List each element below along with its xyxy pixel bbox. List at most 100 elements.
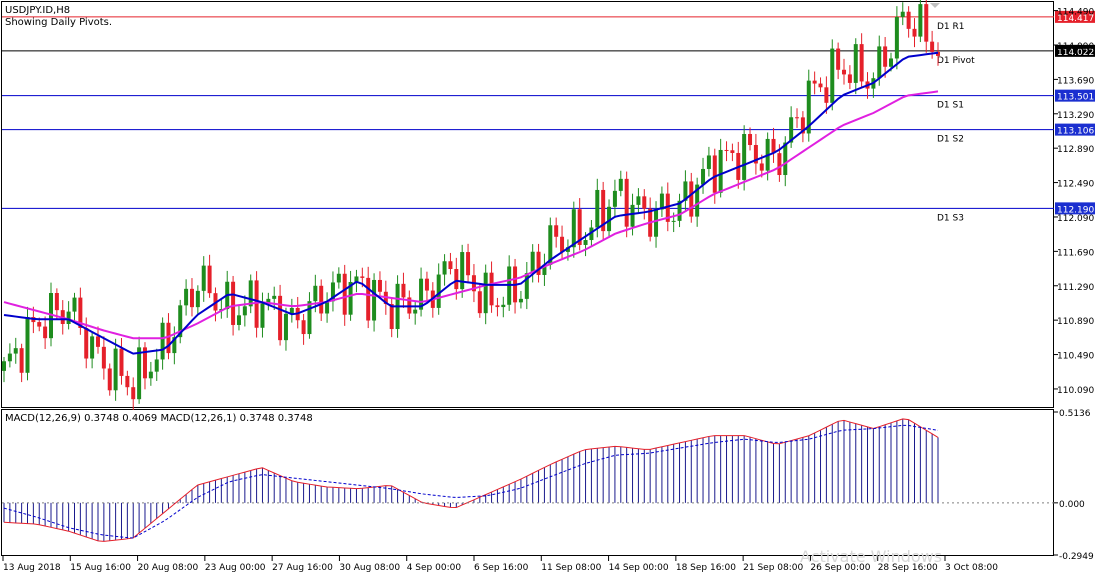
candle-body (160, 322, 165, 360)
candle-body (518, 298, 523, 303)
watermark-text: Activate Windows (800, 547, 942, 566)
time-axis: 13 Aug 2018 15 Aug 16:00 20 Aug 08:00 23 Au… (2, 556, 998, 573)
candle-body (853, 44, 858, 83)
candle-body (401, 283, 406, 298)
candle-body (178, 305, 183, 338)
price-tick-label: 113.690 (1057, 76, 1094, 86)
candle-body (689, 181, 694, 217)
candle-body (695, 184, 700, 217)
candle-body (930, 41, 935, 52)
candle-body (589, 227, 594, 241)
candle-body (565, 247, 570, 252)
candle-body (419, 278, 424, 310)
candle-body (330, 282, 335, 302)
candle-body (560, 236, 565, 252)
candle-body (894, 16, 899, 59)
candle-body (454, 269, 459, 290)
candle-body (706, 155, 711, 169)
candle-body (307, 301, 312, 335)
candle-body (842, 69, 847, 75)
candle-body (812, 80, 817, 84)
candle-body (877, 46, 882, 79)
candle-body (166, 322, 171, 354)
candle-body (742, 133, 747, 180)
ma-slow-line (3, 90, 939, 340)
price-tick-label: 113.290 (1057, 111, 1094, 121)
candle-body (195, 290, 200, 308)
candle-body (90, 336, 95, 359)
candle-body (636, 196, 641, 205)
pivot-price-badge (1055, 44, 1095, 57)
price-tick-label: 112.890 (1057, 145, 1094, 155)
candle-body (272, 295, 277, 299)
candle-body (72, 297, 77, 312)
candle-body (154, 359, 159, 372)
candle-body (101, 346, 106, 369)
time-tick-label: 28 Sep 16:00 (878, 563, 938, 573)
candle-body (78, 297, 83, 328)
macd-tick-label: 0.000 (1059, 500, 1085, 510)
pivot-price-badge (1055, 202, 1095, 215)
pivot-lines: D1 R1 114.417 D1 Pivot 114.022 D1 S1 113.501 D… (2, 10, 1095, 223)
candle-body (424, 278, 429, 291)
candle-body (659, 193, 664, 210)
candle-body (37, 322, 42, 327)
time-tick-label: 14 Sep 00:00 (609, 563, 669, 573)
candle-body (718, 149, 723, 193)
time-tick-label: 21 Sep 08:00 (743, 563, 803, 573)
candle-body (677, 200, 682, 221)
pivot-label: D1 S2 (937, 135, 964, 145)
candle-body (260, 303, 265, 328)
price-tick-label: 111.690 (1057, 248, 1094, 258)
candle-body (354, 276, 359, 282)
candle-body (125, 375, 130, 388)
moving-averages (3, 51, 939, 355)
candle-body (360, 276, 365, 278)
candle-body (278, 295, 283, 341)
candle-body (912, 28, 917, 37)
candle-body (618, 178, 623, 191)
candle-body (66, 311, 71, 324)
candle-body (806, 80, 811, 134)
candle-body (771, 138, 776, 154)
price-tick-label: 112.090 (1057, 214, 1094, 224)
candle-body (936, 51, 940, 56)
candle-body (542, 264, 547, 275)
pivot-price-label: 113.106 (1057, 127, 1094, 137)
candle-body (607, 206, 612, 232)
scroll-marker-icon[interactable] (930, 3, 940, 8)
candle-body (231, 281, 236, 325)
pivot-caption: Showing Daily Pivots. (5, 17, 112, 28)
candle-body (577, 209, 582, 245)
macd-tick-label: -0.2949 (1059, 552, 1094, 562)
candle-body (777, 153, 782, 176)
pivot-price-badge (1055, 10, 1095, 23)
candle-body (595, 189, 600, 228)
candle-body (301, 320, 306, 335)
candle-body (495, 305, 500, 308)
candle-body (366, 277, 371, 321)
candle-body (924, 4, 929, 42)
candle-body (536, 251, 541, 275)
candle-body (377, 279, 382, 292)
time-tick-label: 11 Sep 08:00 (541, 563, 601, 573)
time-tick-label: 4 Sep 00:00 (407, 563, 462, 573)
candle-body (724, 149, 729, 151)
candle-body (847, 74, 852, 83)
candle-body (184, 288, 189, 306)
time-tick-label: 27 Aug 16:00 (272, 563, 333, 573)
time-tick-label: 13 Aug 2018 (3, 563, 61, 573)
time-tick-label: 26 Sep 00:00 (810, 563, 870, 573)
macd-plot (2, 418, 1054, 542)
candle-body (2, 361, 6, 371)
candle-body (201, 265, 206, 291)
candle-body (571, 209, 576, 248)
pivot-price-label: 112.190 (1057, 205, 1094, 215)
candle-body (665, 193, 670, 222)
macd-label: MACD(12,26,9) 0.3748 0.4069 MACD(12,26,1… (5, 413, 313, 424)
time-tick-label: 23 Aug 00:00 (205, 563, 266, 573)
candle-body (601, 189, 606, 232)
candle-body (824, 87, 829, 103)
candle-body (189, 288, 194, 308)
